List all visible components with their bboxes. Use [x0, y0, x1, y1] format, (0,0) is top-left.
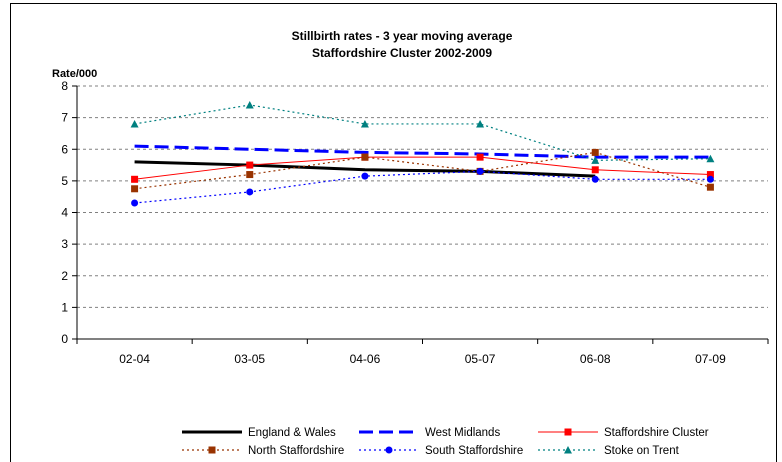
y-tick-label: 4 [61, 206, 68, 220]
y-tick-label: 2 [61, 269, 68, 283]
data-point [246, 161, 254, 169]
legend-item: Stoke on Trent [538, 445, 680, 457]
series-4 [131, 167, 714, 207]
legend: England & Wales West Midlands Staffordshir… [182, 427, 709, 457]
grid-lines [77, 85, 768, 308]
x-tick-label: 05-07 [465, 352, 496, 366]
legend-label: South Staffordshire [425, 445, 523, 457]
data-point [360, 119, 369, 128]
series-line [134, 151, 711, 190]
legend-item: England & Wales [182, 427, 336, 439]
data-point [245, 100, 254, 109]
y-tick-label: 8 [61, 79, 68, 93]
data-point [706, 154, 715, 163]
data-point [131, 185, 139, 193]
data-point [130, 119, 139, 128]
legend-label: West Midlands [425, 427, 500, 439]
data-point [591, 175, 599, 183]
data-point [706, 175, 714, 183]
y-tick-label: 6 [61, 142, 68, 156]
chart-title-line1: Stillbirth rates - 3 year moving average [292, 29, 513, 43]
series-line [134, 144, 711, 159]
data-point [476, 119, 485, 128]
legend-item: South Staffordshire [359, 445, 523, 457]
y-tick-label: 7 [61, 111, 68, 125]
legend-marker [208, 446, 216, 454]
legend-label: Stoke on Trent [604, 445, 680, 457]
legend-label: England & Wales [248, 427, 336, 439]
data-point [591, 156, 600, 164]
data-point [706, 171, 714, 179]
x-tick-label: 02-04 [119, 352, 150, 366]
series-line [134, 104, 711, 161]
data-point [131, 199, 139, 207]
y-tick-label: 5 [61, 174, 68, 188]
data-point [706, 183, 714, 191]
legend-marker [385, 446, 393, 454]
chart-title-line2: Staffordshire Cluster 2002-2009 [312, 46, 492, 60]
data-point [131, 175, 139, 183]
series-5 [130, 100, 715, 164]
series-line [134, 156, 711, 180]
legend-label: North Staffordshire [248, 445, 344, 457]
legend-marker [564, 446, 572, 454]
x-tick-label: 06-08 [580, 352, 611, 366]
legend-item: North Staffordshire [182, 445, 344, 457]
legend-marker [564, 428, 572, 436]
axes: 0 1 2 3 4 5 6 7 8 02-04 03-05 04-06 05-07 06-08 07-09 [61, 79, 769, 366]
x-tick-label: 07-09 [695, 352, 726, 366]
x-tick-label: 03-05 [234, 352, 265, 366]
y-axis-label: Rate/000 [52, 68, 97, 80]
y-tick-label: 1 [61, 300, 68, 314]
legend-item: West Midlands [359, 427, 500, 439]
series-group [130, 100, 715, 207]
series-0 [134, 160, 596, 178]
y-tick-label: 3 [61, 237, 68, 251]
series-line [134, 170, 711, 204]
data-point [361, 153, 369, 161]
data-point [591, 166, 599, 174]
data-point [361, 172, 369, 180]
data-point [591, 148, 599, 156]
y-tick-label: 0 [61, 332, 68, 346]
legend-label: Staffordshire Cluster [604, 427, 709, 439]
x-tick-label: 04-06 [350, 352, 381, 366]
series-line [134, 160, 596, 178]
data-point [246, 188, 254, 196]
data-point [476, 167, 484, 175]
chart-border [10, 3, 777, 462]
legend-item: Staffordshire Cluster [538, 427, 709, 439]
series-1 [134, 144, 711, 159]
data-point [246, 171, 254, 179]
data-point [476, 153, 484, 161]
